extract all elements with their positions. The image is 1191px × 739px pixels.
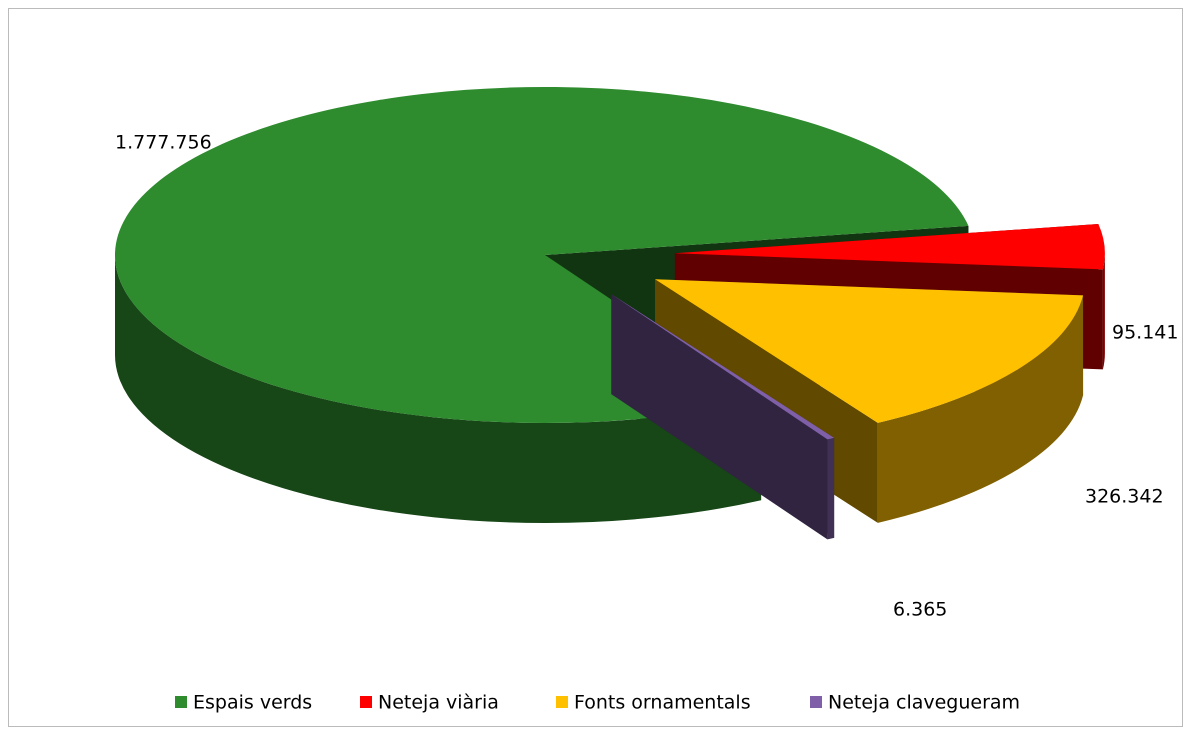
legend-label: Espais verds <box>193 692 312 714</box>
legend-label: Neteja clavegueram <box>828 692 1020 714</box>
legend-swatch <box>556 696 568 708</box>
slice-side <box>877 295 1084 523</box>
slice-cut-face <box>611 294 828 540</box>
slice-top <box>655 279 1084 423</box>
legend-swatch <box>810 696 822 708</box>
slice-top <box>115 87 969 424</box>
slice-side <box>1102 253 1105 370</box>
slice-top <box>674 224 1105 270</box>
legend-swatch <box>360 696 372 708</box>
legend-label: Neteja viària <box>378 692 499 714</box>
data-label: 326.342 <box>1085 486 1164 508</box>
data-label: 95.141 <box>1112 322 1178 344</box>
legend-label: Fonts ornamentals <box>574 692 751 714</box>
slice-side <box>115 255 762 523</box>
slice-side <box>827 437 835 540</box>
pie-slice <box>611 294 835 540</box>
data-label: 1.777.756 <box>115 132 212 154</box>
legend-swatch <box>175 696 187 708</box>
slice-top <box>611 294 835 440</box>
data-label: 6.365 <box>893 599 947 621</box>
